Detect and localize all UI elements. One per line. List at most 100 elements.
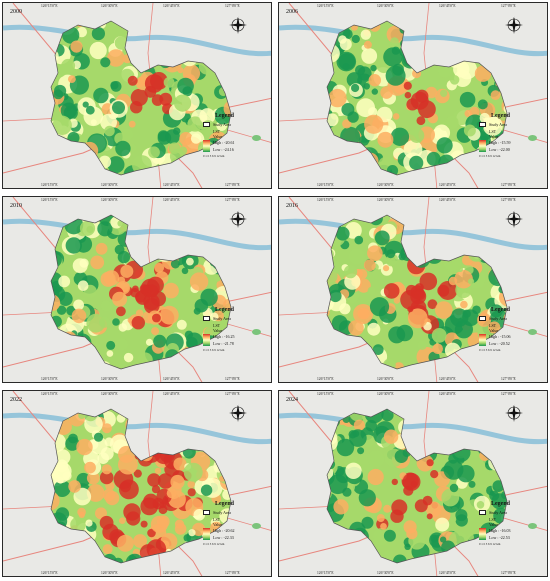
graticule-label: 127°0'0"E [225,377,240,381]
graticule-label: 126°15'0"E [317,183,334,187]
graticule-label: 126°30'0"E [377,392,394,396]
lst-map-panel-2022: 2022 126°15'0"E 126°30'0"E 126°45'0"E 12… [2,390,272,577]
study-area-swatch [479,316,486,321]
graticule-label: 127°0'0"E [501,183,516,187]
study-area-label: Study Area [489,316,507,321]
graticule-label: 45°30'0"N [547,427,548,442]
legend-value: Value [489,134,499,139]
graticule-label: 127°0'0"E [501,377,516,381]
legend-layer: LST [213,129,221,134]
graticule-label: 45°30'0"N [271,39,272,54]
graticule-label: 127°0'0"E [225,4,240,8]
graticule-label: 126°15'0"E [317,198,334,202]
graticule-label: 126°45'0"E [439,392,456,396]
legend-layer: LST [213,323,221,328]
legend-low: Low : -21.78 [213,341,234,346]
graticule-label: 126°45'0"E [163,198,180,202]
graticule-label: 45°30'0"N [278,427,279,442]
legend-title: Legend [215,113,235,119]
graticule-label: 45°15'0"N [2,306,3,321]
lst-gradient-swatch [203,528,210,540]
scale-ticks: 0 1.5 3 6 9 12 [203,348,220,352]
year-label: 2000 [10,9,22,15]
graticule-label: 45°15'0"N [271,500,272,515]
svg-text:N: N [237,15,240,19]
legend-title: Legend [215,307,235,313]
svg-text:N: N [513,209,516,213]
north-arrow-icon: N [505,209,523,228]
north-arrow-icon: N [229,15,247,34]
scale-bar: 0 1.5 3 6 9 12 km [479,348,531,352]
legend-layer: LST [489,323,497,328]
graticule-label: 127°0'0"E [225,198,240,202]
scale-ticks: 0 1.5 3 6 9 12 [479,348,496,352]
svg-text:N: N [513,15,516,19]
graticule-label: 126°45'0"E [439,4,456,8]
svg-text:N: N [237,209,240,213]
year-label: 2016 [286,203,298,209]
graticule-label: 126°45'0"E [163,392,180,396]
scale-bar: 0 1.5 3 6 9 12 km [203,348,255,352]
graticule-label: 45°15'0"N [547,306,548,321]
graticule-label: 127°0'0"E [501,4,516,8]
graticule-label: 126°30'0"E [377,571,394,575]
graticule-label: 45°30'0"N [547,39,548,54]
scale-unit: km [220,542,225,546]
scale-bar: 0 1.5 3 6 9 12 km [203,154,255,158]
legend-high: High : -16.25 [213,334,235,339]
graticule-label: 45°30'0"N [278,233,279,248]
legend-low: Low : -22.53 [489,535,510,540]
graticule-label: 126°30'0"E [101,4,118,8]
map-canvas [3,197,271,382]
legend-high: High : -20.61 [213,140,235,145]
scale-unit: km [220,348,225,352]
graticule-label: 126°30'0"E [101,198,118,202]
graticule-label: 45°15'0"N [278,306,279,321]
study-area-swatch [203,316,210,321]
graticule-label: 126°45'0"E [439,183,456,187]
legend: Legend Study Area LST Value High : -15.0… [479,307,531,352]
legend-low: Low : -22.33 [213,535,234,540]
scale-ticks: 0 1.5 3 6 9 12 [203,154,220,158]
svg-text:N: N [237,403,240,407]
graticule-label: 126°30'0"E [377,198,394,202]
graticule-label: 126°45'0"E [163,571,180,575]
lst-map-panel-2024: 2024 126°15'0"E 126°30'0"E 126°45'0"E 12… [278,390,548,577]
scale-ticks: 0 1.5 3 6 9 12 [479,542,496,546]
study-area-label: Study Area [489,122,507,127]
graticule-label: 45°15'0"N [547,500,548,515]
graticule-label: 126°45'0"E [163,377,180,381]
year-label: 2006 [286,9,298,15]
legend-low: Low : -20.52 [489,341,510,346]
lake-marker [528,135,537,141]
graticule-label: 126°15'0"E [41,571,58,575]
study-area-label: Study Area [489,510,507,515]
graticule-label: 126°30'0"E [101,183,118,187]
scale-bar: 0 1.5 3 6 9 12 km [479,542,531,546]
graticule-label: 45°15'0"N [2,500,3,515]
graticule-label: 126°15'0"E [317,392,334,396]
graticule-label: 126°45'0"E [163,4,180,8]
legend-layer: LST [489,129,497,134]
graticule-label: 126°45'0"E [439,571,456,575]
legend-low: Low : -24.16 [213,147,234,152]
north-arrow-icon: N [505,403,523,422]
legend-value: Value [489,522,499,527]
lst-gradient-swatch [479,528,486,540]
graticule-label: 127°0'0"E [225,571,240,575]
legend: Legend Study Area LST Value High : -20.6… [203,501,255,546]
legend-value: Value [489,328,499,333]
lst-map-panel-2000: 2000 126°15'0"E 126°30'0"E 126°45'0"E 12… [2,2,272,189]
graticule-label: 127°0'0"E [225,183,240,187]
graticule-label: 126°15'0"E [317,377,334,381]
graticule-label: 45°15'0"N [547,112,548,127]
legend: Legend Study Area LST Value High : -16.2… [203,307,255,352]
legend-layer: LST [213,517,221,522]
lst-gradient-swatch [479,140,486,152]
study-area-swatch [203,510,210,515]
scale-unit: km [220,154,225,158]
lake-marker [528,523,537,529]
graticule-label: 126°15'0"E [41,392,58,396]
north-arrow-icon: N [229,209,247,228]
graticule-label: 126°30'0"E [101,571,118,575]
